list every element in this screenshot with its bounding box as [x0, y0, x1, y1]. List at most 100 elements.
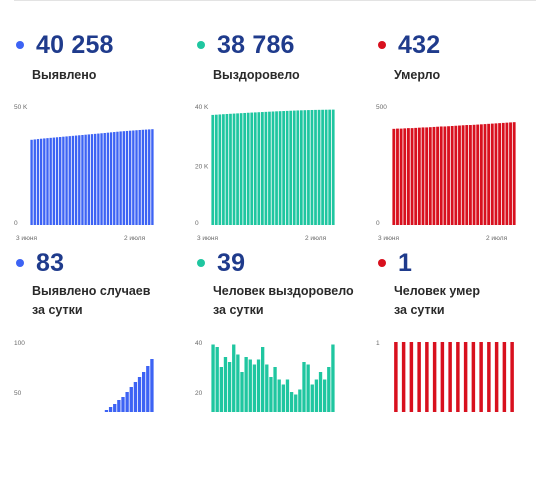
bar: [252, 364, 257, 412]
bar: [138, 129, 141, 225]
bar: [119, 131, 122, 225]
bar: [501, 122, 505, 225]
y-tick-label: 50: [14, 390, 22, 397]
bar: [328, 109, 332, 225]
y-tick-label: 500: [376, 104, 387, 111]
stat-card: 40 258 Выявлено 0 50 K 3 июня 2 июля: [14, 30, 184, 270]
bar: [223, 357, 228, 412]
bar: [331, 109, 335, 225]
bar: [30, 139, 33, 225]
bar: [232, 344, 236, 412]
bar-chart: 50 100: [14, 340, 154, 412]
bar: [483, 124, 487, 225]
bar: [456, 342, 460, 412]
bar: [268, 111, 271, 225]
stat-label: Выявлено: [32, 66, 96, 84]
bar: [296, 110, 300, 225]
bar: [307, 110, 310, 225]
bar: [71, 135, 75, 225]
bar: [218, 114, 222, 225]
y-tick-label: 0: [376, 220, 380, 227]
bar: [425, 127, 429, 225]
bar: [417, 127, 421, 225]
bar: [128, 130, 132, 225]
bar: [39, 138, 43, 225]
bar: [303, 110, 307, 225]
y-tick-label: 0: [195, 220, 199, 227]
bar: [403, 128, 407, 225]
bar-chart: 1: [376, 340, 514, 412]
bar: [240, 372, 244, 412]
bar: [494, 342, 499, 412]
stat-label-line: за сутки: [32, 303, 83, 317]
stat-label-line: Выявлено: [32, 68, 97, 82]
x-tick-label: 3 июня: [197, 235, 219, 242]
stat-header: 40 258: [14, 30, 114, 60]
stat-label: Выздоровело: [213, 66, 300, 84]
bar: [109, 132, 113, 225]
bar: [271, 111, 275, 225]
bar: [318, 372, 323, 412]
bar: [443, 126, 447, 225]
bar: [248, 359, 252, 412]
legend-dot-icon: [197, 41, 205, 49]
bar: [222, 114, 225, 225]
bar: [450, 125, 454, 225]
bar: [236, 354, 240, 412]
stat-card: 432 Умерло 0 500 3 июня 2 июля: [376, 30, 546, 270]
bar: [87, 134, 91, 225]
bar: [281, 384, 285, 412]
bar: [406, 128, 410, 225]
bar: [211, 344, 215, 412]
bar: [108, 407, 113, 412]
bar: [468, 125, 472, 225]
bar: [414, 127, 418, 225]
bar: [144, 129, 148, 225]
bar: [122, 131, 125, 225]
stat-value: 38 786: [217, 30, 295, 59]
legend-dot-icon: [378, 259, 386, 267]
bar: [285, 379, 290, 412]
bar: [250, 112, 254, 225]
bar: [229, 113, 232, 225]
top-divider: [14, 0, 536, 1]
bar: [512, 122, 516, 225]
stat-value: 39: [217, 248, 246, 277]
bar: [125, 392, 129, 412]
bar: [425, 342, 429, 412]
bar: [253, 112, 257, 225]
bar: [93, 133, 97, 225]
bar: [439, 126, 443, 225]
bar: [440, 342, 445, 412]
stat-header: 38 786: [195, 30, 295, 60]
bar: [261, 347, 265, 412]
bar: [432, 126, 436, 225]
x-tick-label: 3 июня: [16, 235, 38, 242]
bar: [306, 364, 310, 412]
bar: [310, 384, 314, 412]
bar: [90, 134, 94, 225]
bar: [106, 132, 110, 225]
bar: [132, 130, 135, 225]
bar: [116, 131, 119, 225]
x-tick-label: 2 июля: [124, 235, 146, 242]
bar: [273, 367, 277, 412]
stat-label-line: Человек выздоровело: [213, 284, 354, 298]
bar: [227, 362, 232, 412]
bar: [261, 112, 264, 225]
bar: [84, 134, 87, 225]
bar: [133, 382, 138, 412]
stat-card: 83 Выявлено случаев за сутки 50 100: [14, 248, 184, 488]
bar: [410, 128, 414, 225]
bar: [509, 122, 512, 225]
bar: [458, 125, 461, 225]
x-tick-label: 2 июля: [486, 235, 508, 242]
bar: [78, 135, 81, 225]
stat-label-line: за сутки: [213, 303, 264, 317]
bar: [292, 110, 296, 225]
bar: [294, 394, 298, 412]
bar: [502, 342, 507, 412]
bar: [244, 357, 248, 412]
bar: [211, 114, 215, 225]
legend-dot-icon: [16, 259, 24, 267]
